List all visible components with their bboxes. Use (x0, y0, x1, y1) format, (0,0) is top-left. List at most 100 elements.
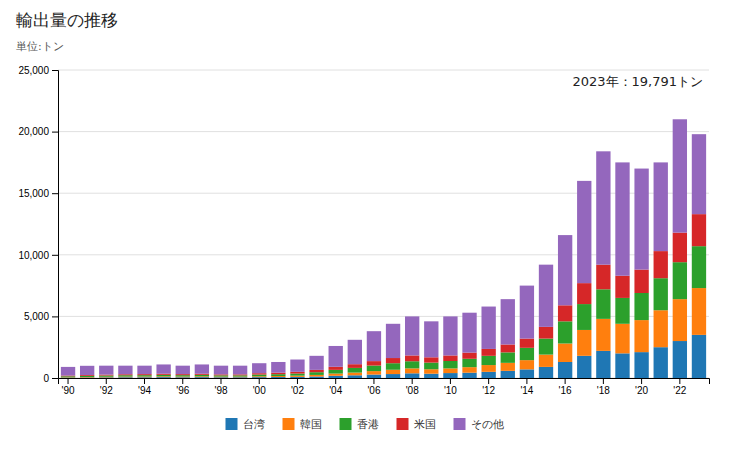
x-tick-label: '12 (482, 385, 495, 396)
legend-label: 韓国 (300, 418, 322, 431)
bar (99, 376, 113, 377)
bar (195, 375, 209, 376)
bar (481, 307, 495, 349)
x-tick: '96 (176, 378, 189, 396)
bar (615, 162, 629, 275)
bar (233, 375, 247, 376)
x-tick: '18 (597, 378, 610, 396)
bar (577, 181, 591, 283)
bar (501, 371, 515, 378)
bar (424, 363, 438, 370)
bar (214, 375, 228, 376)
bar (501, 352, 515, 362)
bar (195, 376, 209, 378)
x-tick-mark (220, 378, 221, 384)
bar (596, 319, 610, 351)
x-tick-mark (259, 378, 260, 384)
bar (692, 214, 706, 246)
bar (309, 377, 323, 378)
bar (443, 355, 457, 361)
grid (58, 70, 709, 378)
grid-line (58, 193, 709, 194)
legend-item: 台湾 (226, 418, 265, 431)
legend-label: 香港 (357, 418, 379, 431)
bar (615, 276, 629, 298)
bar (443, 316, 457, 355)
bar (673, 341, 687, 378)
legend-swatch (397, 418, 409, 430)
x-tick-mark (412, 378, 413, 384)
bar (195, 374, 209, 375)
bar (462, 353, 476, 359)
x-tick: '02 (291, 378, 304, 396)
y-tick-label: 20,000 (18, 126, 49, 137)
bar (290, 374, 304, 376)
bar (424, 369, 438, 373)
bar (405, 361, 419, 368)
bar (80, 377, 94, 378)
bar (634, 169, 648, 270)
x-tick: '90 (62, 378, 75, 396)
x-tick-mark (679, 378, 680, 384)
bar (481, 349, 495, 356)
y-tick-label: 5,000 (24, 311, 49, 322)
bar (673, 299, 687, 341)
x-tick-mark (297, 378, 298, 384)
bar (290, 360, 304, 372)
bar (176, 374, 190, 375)
y-tick-label: 25,000 (18, 65, 49, 76)
bar (176, 377, 190, 378)
x-tick: '06 (367, 378, 380, 396)
bar (118, 366, 132, 375)
bar (61, 377, 75, 378)
x-tick-mark (335, 378, 336, 384)
bar (692, 246, 706, 288)
chart: 輸出量の推移単位:トン'90'92'94'96'98'00'02'04'06'0… (0, 0, 729, 450)
bar-series (61, 246, 706, 377)
bar (596, 151, 610, 264)
bar (462, 359, 476, 367)
y-tick-label: 15,000 (18, 188, 49, 199)
bar (692, 134, 706, 214)
x-tick-mark (450, 378, 451, 384)
bar (654, 162, 668, 251)
bar (309, 372, 323, 375)
bar (195, 377, 209, 378)
bar (61, 377, 75, 378)
legend-item: 韓国 (283, 418, 322, 431)
bar (80, 376, 94, 377)
y-tick: 15,000 (18, 188, 58, 199)
bar (61, 367, 75, 376)
x-tick: '12 (482, 378, 495, 396)
y-tick-mark (52, 255, 58, 256)
x-axis-line (59, 379, 710, 385)
bar (195, 364, 209, 373)
bar (367, 366, 381, 372)
x-tick-mark (526, 378, 527, 384)
bar (176, 375, 190, 376)
x-tick: '16 (559, 378, 572, 396)
x-tick: '94 (138, 378, 151, 396)
x-tick: '08 (406, 378, 419, 396)
bar (654, 310, 668, 347)
x-tick-label: '04 (329, 385, 342, 396)
bar (462, 313, 476, 353)
bar (654, 347, 668, 378)
bar (596, 289, 610, 319)
bar (271, 362, 285, 373)
bar (654, 278, 668, 310)
x-tick-label: '06 (367, 385, 380, 396)
bar (137, 376, 151, 378)
bar (214, 366, 228, 375)
bar (596, 265, 610, 290)
bar (577, 283, 591, 304)
x-tick: '10 (444, 378, 457, 396)
bar-series (61, 119, 706, 375)
bar (156, 376, 170, 378)
y-tick: 0 (43, 373, 58, 384)
bar (176, 366, 190, 374)
bar (520, 369, 534, 378)
x-tick-label: '18 (597, 385, 610, 396)
bar (233, 377, 247, 378)
bar (99, 366, 113, 375)
